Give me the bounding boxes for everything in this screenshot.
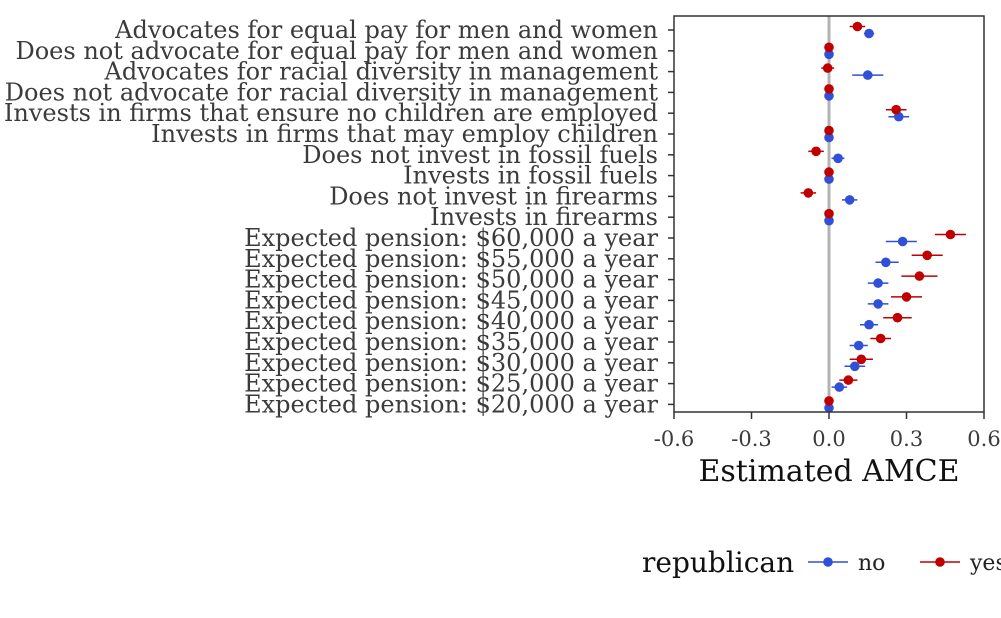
x-axis-ticks: -0.6 -0.3 0.0 0.3 0.6 xyxy=(654,412,1001,451)
category-label: Expected pension: $60,000 a year xyxy=(244,224,658,252)
category-label: Advocates for racial diversity in manage… xyxy=(103,58,658,86)
x-tick-label: -0.6 xyxy=(654,427,695,451)
category-label: Advocates for equal pay for men and wome… xyxy=(114,16,658,44)
estimate-point-no xyxy=(824,174,834,184)
x-tick-label: 0.3 xyxy=(890,427,923,451)
category-label: Expected pension: $50,000 a year xyxy=(244,266,658,294)
estimate-point-yes xyxy=(852,21,863,32)
estimate-point-no xyxy=(862,70,873,80)
estimate-point-no xyxy=(853,340,864,351)
category-label: Expected pension: $30,000 a year xyxy=(244,349,658,377)
estimate-point-yes xyxy=(824,42,834,53)
estimate-point-yes xyxy=(945,229,956,240)
category-label: Does not invest in firearms xyxy=(329,182,658,210)
estimate-point-yes xyxy=(892,312,903,323)
legend-title: republican xyxy=(642,546,794,579)
estimate-point-yes xyxy=(891,104,901,115)
estimate-point-no xyxy=(824,403,834,413)
estimate-point-yes xyxy=(922,250,932,261)
estimate-point-no xyxy=(897,236,908,247)
category-label: Invests in firms that may employ childre… xyxy=(151,120,658,148)
category-label: Invests in fossil fuels xyxy=(403,162,658,190)
x-axis-title: Estimated AMCE xyxy=(698,454,959,489)
x-tick-label: -0.3 xyxy=(731,427,772,451)
category-label: Expected pension: $35,000 a year xyxy=(244,328,658,356)
estimate-point-yes xyxy=(811,146,821,157)
estimate-point-yes xyxy=(824,396,834,406)
category-label: Expected pension: $25,000 a year xyxy=(244,370,658,398)
estimate-point-no xyxy=(824,215,834,226)
legend-label-yes: yes xyxy=(969,551,1001,576)
estimate-point-no xyxy=(824,132,834,143)
estimate-point-yes xyxy=(803,188,814,198)
estimate-point-no xyxy=(850,361,860,372)
estimate-point-no xyxy=(864,28,874,39)
series-yes xyxy=(800,21,966,406)
estimate-point-yes xyxy=(875,333,886,344)
estimate-point-no xyxy=(834,382,845,392)
legend-key-point xyxy=(823,557,833,567)
estimate-point-no xyxy=(873,299,883,309)
estimate-point-yes xyxy=(824,208,834,219)
estimate-point-yes xyxy=(901,292,912,302)
legend: republican no yes xyxy=(642,546,1001,579)
y-axis-ticks xyxy=(668,29,674,406)
legend-key-point xyxy=(935,557,945,567)
estimate-point-no xyxy=(881,257,891,268)
legend-item-yes: yes xyxy=(920,551,1001,576)
category-label: Expected pension: $45,000 a year xyxy=(244,286,658,314)
category-label: Does not invest in fossil fuels xyxy=(302,141,658,169)
estimate-point-yes xyxy=(824,125,834,136)
plot-area xyxy=(673,15,985,413)
legend-label-no: no xyxy=(858,551,885,576)
legend-item-no: no xyxy=(808,551,885,576)
category-label: Invests in firearms xyxy=(430,203,658,231)
category-label: Does not advocate for racial diversity i… xyxy=(5,78,659,106)
estimate-point-yes xyxy=(856,354,867,365)
x-tick-label: 0.6 xyxy=(967,427,1000,451)
estimate-point-no xyxy=(873,278,883,288)
estimate-point-yes xyxy=(824,167,834,177)
category-label: Expected pension: $20,000 a year xyxy=(244,390,658,418)
estimate-point-no xyxy=(864,319,874,330)
estimate-point-yes xyxy=(914,271,925,281)
category-label: Expected pension: $55,000 a year xyxy=(244,245,658,273)
estimate-point-yes xyxy=(824,84,834,94)
category-label: Does not advocate for equal pay for men … xyxy=(15,37,658,65)
estimate-point-no xyxy=(833,153,843,164)
category-labels: Advocates for equal pay for men and wome… xyxy=(4,16,659,418)
legend-items: no yes xyxy=(808,551,1001,576)
estimate-point-no xyxy=(844,195,855,205)
series-marks xyxy=(800,21,966,413)
estimate-point-yes xyxy=(822,63,833,73)
series-no xyxy=(824,28,917,413)
category-label: Invests in firms that ensure no children… xyxy=(4,99,658,127)
estimate-point-no xyxy=(824,91,834,101)
estimate-point-yes xyxy=(843,375,854,385)
x-tick-label: 0.0 xyxy=(812,427,845,451)
estimate-point-no xyxy=(824,49,834,60)
category-label: Expected pension: $40,000 a year xyxy=(244,307,658,335)
